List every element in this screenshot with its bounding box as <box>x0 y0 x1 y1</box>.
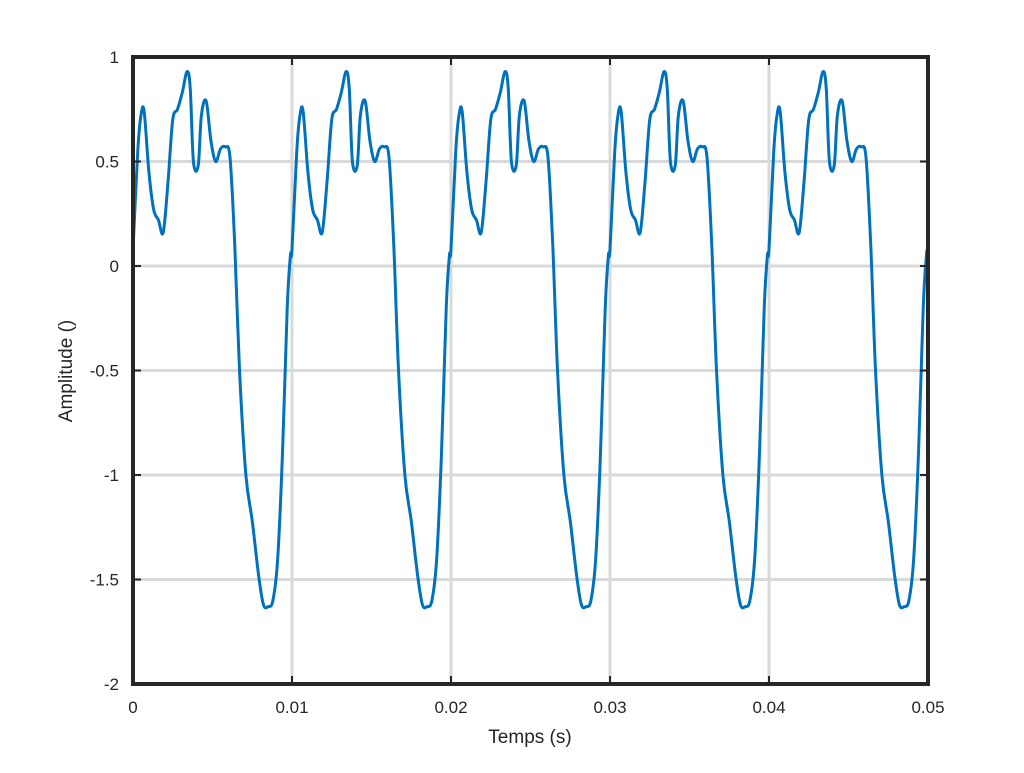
x-axis-label: Temps (s) <box>488 727 571 748</box>
y-tick-label: 0.5 <box>95 153 119 172</box>
tick-labels: 0 0.01 0.02 0.03 0.04 0.05 -2 -1.5 -1 -0.5 0 0.5 1 <box>90 48 945 717</box>
plot-area <box>131 70 930 610</box>
y-axis-label: Amplitude () <box>56 320 77 422</box>
series-line <box>131 70 930 610</box>
grid <box>133 57 928 684</box>
y-tick-label: -1 <box>104 466 119 485</box>
x-tick-label: 0.04 <box>752 698 785 717</box>
y-tick-label: 1 <box>110 48 119 67</box>
y-tick-label: -0.5 <box>90 362 119 381</box>
x-tick-label: 0.02 <box>434 698 467 717</box>
y-tick-label: -2 <box>104 675 119 694</box>
x-tick-label: 0 <box>128 698 137 717</box>
x-tick-label: 0.03 <box>593 698 626 717</box>
x-tick-label: 0.05 <box>911 698 944 717</box>
y-tick-label: -1.5 <box>90 571 119 590</box>
x-tick-label: 0.01 <box>275 698 308 717</box>
axes-frame <box>131 55 930 686</box>
y-tick-label: 0 <box>110 257 119 276</box>
